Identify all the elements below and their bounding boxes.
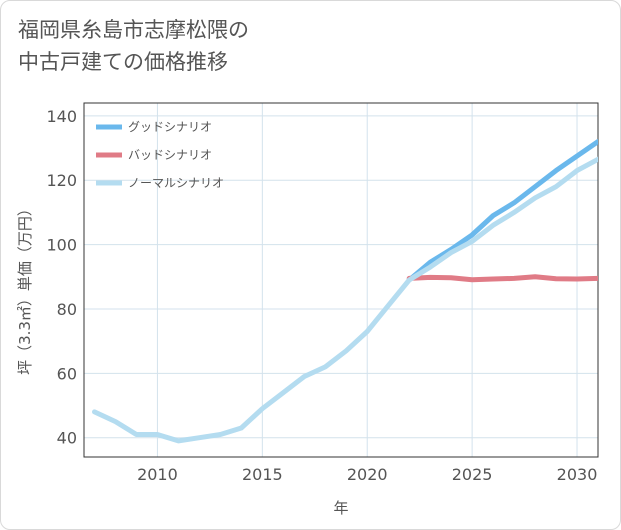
y-tick-label: 100	[46, 236, 77, 255]
chart-title-line-2: 中古戸建ての価格推移	[18, 50, 228, 74]
legend-label-0: グッドシナリオ	[128, 120, 212, 134]
series-line-0	[406, 139, 598, 283]
x-tick-label: 2015	[242, 465, 283, 484]
x-axis-label: 年	[333, 499, 348, 517]
axis-ticks: 2010 2015 2020 2025 2030 40 60 80 100 120 140	[46, 107, 597, 484]
series-line-1	[406, 274, 598, 283]
chart-title-line-1: 福岡県糸島市志摩松隈の	[18, 18, 249, 42]
y-tick-label: 80	[57, 300, 77, 319]
x-tick-label: 2025	[452, 465, 493, 484]
y-axis-label: 坪（3.3㎡）単価（万円）	[16, 201, 34, 375]
x-tick-label: 2010	[137, 465, 178, 484]
series-line-2	[92, 156, 598, 444]
x-tick-label: 2030	[557, 465, 598, 484]
y-tick-label: 140	[46, 107, 77, 126]
y-tick-label: 40	[57, 429, 77, 448]
legend-label-1: バッドシナリオ	[128, 148, 212, 162]
chart-title: 福岡県糸島市志摩松隈の 中古戸建ての価格推移	[18, 14, 438, 78]
legend-label-2: ノーマルシナリオ	[128, 176, 224, 190]
y-tick-label: 60	[57, 364, 77, 383]
x-tick-label: 2020	[347, 465, 388, 484]
y-tick-label: 120	[46, 171, 77, 190]
series-lines	[92, 139, 598, 444]
